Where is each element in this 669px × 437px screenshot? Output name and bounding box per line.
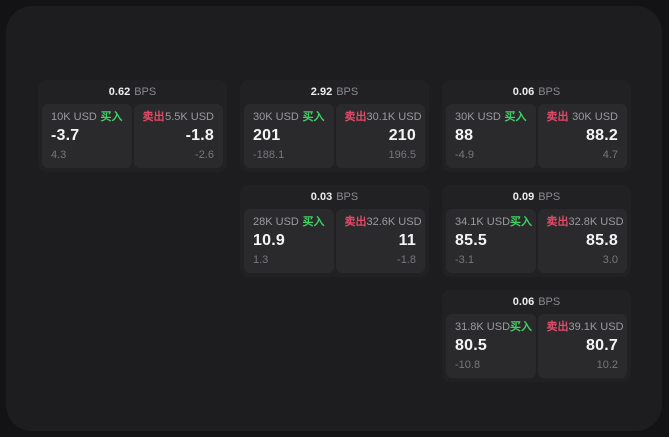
- buy-badge: 买入: [510, 216, 533, 228]
- spread-value: 0.06: [512, 295, 535, 308]
- sell-size: 32.6K USD: [366, 216, 422, 228]
- buy-size: 31.8K USD: [455, 321, 511, 333]
- sell-panel[interactable]: 卖出 30K USD 88.2 4.7: [537, 104, 627, 168]
- spread-unit-label: BPS: [134, 85, 157, 98]
- quote-panels: 28K USD 买入 10.9 1.3 卖出 32.6K USD 11 -1.8: [244, 209, 425, 273]
- buy-panel[interactable]: 10K USD 买入 -3.7 4.3: [42, 104, 132, 168]
- buy-panel[interactable]: 30K USD 买入 88 -4.9: [446, 104, 536, 168]
- buy-delta: 4.3: [51, 149, 67, 161]
- spread-header: 0.06 BPS: [446, 290, 627, 314]
- spread-unit-label: BPS: [538, 85, 561, 98]
- spread-header: 0.06 BPS: [446, 80, 627, 104]
- buy-badge: 买入: [510, 321, 533, 333]
- buy-price: -3.7: [51, 127, 80, 144]
- buy-delta: 1.3: [253, 254, 269, 266]
- buy-price: 10.9: [253, 232, 285, 249]
- buy-size: 28K USD: [253, 216, 299, 228]
- buy-size: 30K USD: [455, 111, 501, 123]
- sell-delta: -2.6: [195, 149, 214, 161]
- buy-delta: -188.1: [253, 149, 285, 161]
- spread-header: 0.62 BPS: [42, 80, 223, 104]
- sell-delta: 196.5: [388, 149, 416, 161]
- sell-delta: -1.8: [397, 254, 416, 266]
- spread-header: 2.92 BPS: [244, 80, 425, 104]
- spread-unit-label: BPS: [336, 85, 359, 98]
- sell-price: 88.2: [586, 127, 618, 144]
- buy-size: 10K USD: [51, 111, 97, 123]
- buy-price: 85.5: [455, 232, 487, 249]
- spread-unit-label: BPS: [538, 190, 561, 203]
- quote-card-6: 0.06 BPS 31.8K USD 买入 80.5 -10.8 卖出 39.1…: [442, 290, 631, 382]
- quote-grid: 0.62 BPS 10K USD 买入 -3.7 4.3 卖出 5.5K USD: [38, 80, 631, 382]
- sell-badge: 卖出: [546, 216, 569, 228]
- buy-size: 34.1K USD: [455, 216, 511, 228]
- sell-size: 5.5K USD: [165, 111, 214, 123]
- spread-unit-label: BPS: [336, 190, 359, 203]
- sell-price: -1.8: [185, 127, 214, 144]
- sell-badge: 卖出: [344, 216, 367, 228]
- buy-price: 201: [253, 127, 281, 144]
- quote-card-5: 0.09 BPS 34.1K USD 买入 85.5 -3.1 卖出 32.8K…: [442, 185, 631, 277]
- sell-panel[interactable]: 卖出 32.8K USD 85.8 3.0: [537, 209, 627, 273]
- sell-delta: 3.0: [602, 254, 618, 266]
- quote-panels: 10K USD 买入 -3.7 4.3 卖出 5.5K USD -1.8 -2.…: [42, 104, 223, 168]
- buy-price: 88: [455, 127, 474, 144]
- buy-badge: 买入: [100, 111, 123, 123]
- buy-badge: 买入: [504, 111, 527, 123]
- sell-panel[interactable]: 卖出 32.6K USD 11 -1.8: [335, 209, 425, 273]
- sell-price: 11: [398, 232, 416, 249]
- sell-delta: 10.2: [596, 359, 618, 371]
- sell-badge: 卖出: [546, 111, 569, 123]
- buy-panel[interactable]: 34.1K USD 买入 85.5 -3.1: [446, 209, 536, 273]
- sell-price: 80.7: [586, 337, 618, 354]
- buy-badge: 买入: [302, 111, 325, 123]
- spread-value: 0.62: [108, 85, 131, 98]
- sell-price: 85.8: [586, 232, 618, 249]
- sell-badge: 卖出: [142, 111, 165, 123]
- quote-panels: 31.8K USD 买入 80.5 -10.8 卖出 39.1K USD 80.…: [446, 314, 627, 378]
- buy-delta: -4.9: [455, 149, 474, 161]
- sell-size: 32.8K USD: [568, 216, 624, 228]
- quote-card-2: 2.92 BPS 30K USD 买入 201 -188.1 卖出 30.1K …: [240, 80, 429, 172]
- spread-value: 0.03: [310, 190, 333, 203]
- buy-price: 80.5: [455, 337, 487, 354]
- quote-panels: 30K USD 买入 201 -188.1 卖出 30.1K USD 210 1…: [244, 104, 425, 168]
- buy-delta: -3.1: [455, 254, 474, 266]
- sell-price: 210: [388, 127, 416, 144]
- buy-panel[interactable]: 30K USD 买入 201 -188.1: [244, 104, 334, 168]
- buy-panel[interactable]: 28K USD 买入 10.9 1.3: [244, 209, 334, 273]
- spread-header: 0.03 BPS: [244, 185, 425, 209]
- sell-panel[interactable]: 卖出 30.1K USD 210 196.5: [335, 104, 425, 168]
- sell-size: 39.1K USD: [568, 321, 624, 333]
- spread-value: 0.06: [512, 85, 535, 98]
- sell-badge: 卖出: [344, 111, 367, 123]
- spread-header: 0.09 BPS: [446, 185, 627, 209]
- buy-delta: -10.8: [455, 359, 481, 371]
- buy-panel[interactable]: 31.8K USD 买入 80.5 -10.8: [446, 314, 536, 378]
- quote-card-4: 0.03 BPS 28K USD 买入 10.9 1.3 卖出 32.6K US…: [240, 185, 429, 277]
- quote-card-1: 0.62 BPS 10K USD 买入 -3.7 4.3 卖出 5.5K USD: [38, 80, 227, 172]
- sell-panel[interactable]: 卖出 5.5K USD -1.8 -2.6: [133, 104, 223, 168]
- buy-badge: 买入: [302, 216, 325, 228]
- quote-panels: 30K USD 买入 88 -4.9 卖出 30K USD 88.2 4.7: [446, 104, 627, 168]
- buy-size: 30K USD: [253, 111, 299, 123]
- sell-badge: 卖出: [546, 321, 569, 333]
- quote-card-3: 0.06 BPS 30K USD 买入 88 -4.9 卖出 30K USD: [442, 80, 631, 172]
- spread-value: 0.09: [512, 190, 535, 203]
- app-window: 0.62 BPS 10K USD 买入 -3.7 4.3 卖出 5.5K USD: [6, 6, 662, 431]
- quote-panels: 34.1K USD 买入 85.5 -3.1 卖出 32.8K USD 85.8…: [446, 209, 627, 273]
- spread-unit-label: BPS: [538, 295, 561, 308]
- sell-delta: 4.7: [602, 149, 618, 161]
- sell-size: 30.1K USD: [366, 111, 422, 123]
- spread-value: 2.92: [310, 85, 333, 98]
- sell-panel[interactable]: 卖出 39.1K USD 80.7 10.2: [537, 314, 627, 378]
- sell-size: 30K USD: [572, 111, 618, 123]
